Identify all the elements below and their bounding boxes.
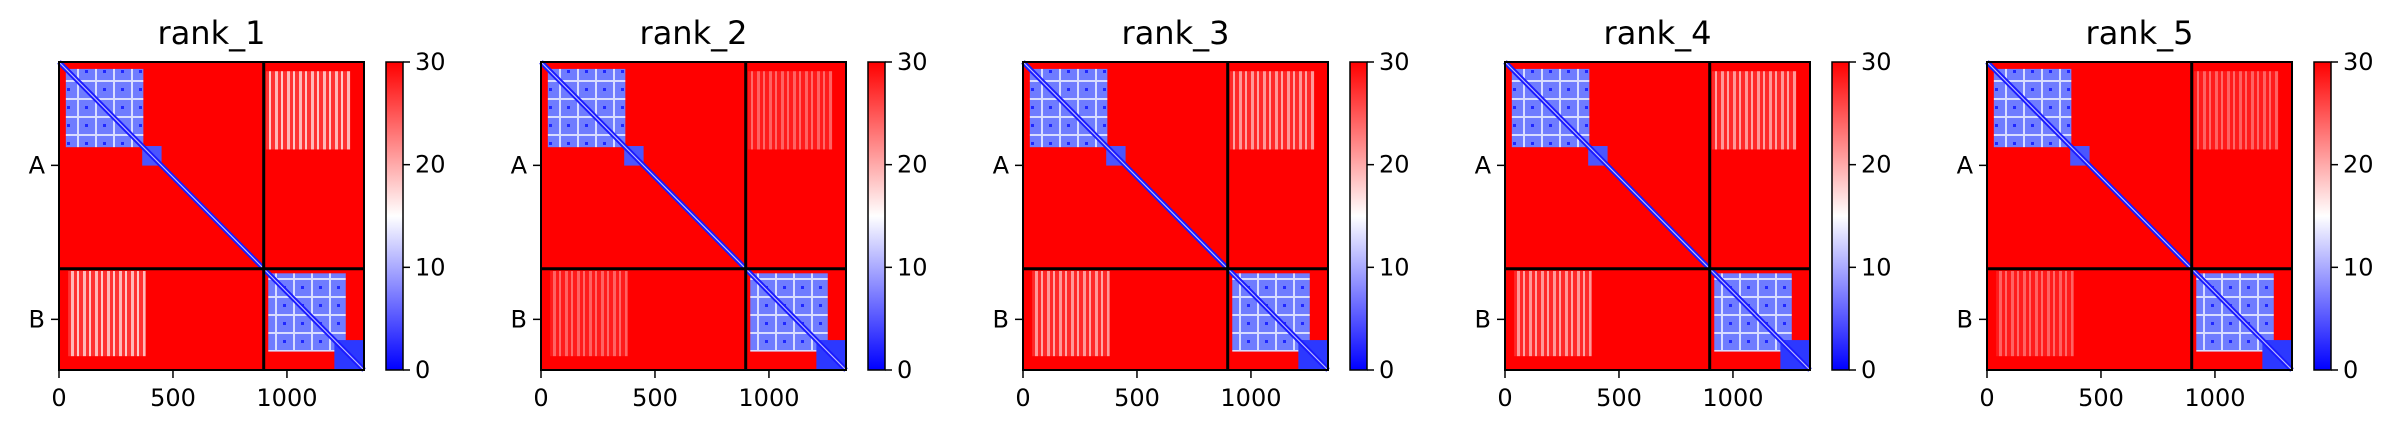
colorbar [1831, 61, 1850, 371]
x-tick-label: 1000 [256, 384, 317, 412]
x-tick-label: 500 [632, 384, 678, 412]
interchain-region-ba [550, 271, 628, 357]
x-tick-label: 0 [1497, 384, 1512, 412]
colorbar-tick-label: 10 [1379, 253, 1410, 281]
panel-rank_4: rank_4 A B 0 500 1000 0 10 20 30 [1475, 14, 1892, 412]
colorbar-tick-label: 10 [2343, 253, 2374, 281]
interchain-region-ba [1514, 271, 1592, 357]
colorbar-tick-label: 0 [415, 356, 430, 384]
x-tick-label: 500 [150, 384, 196, 412]
heatmap-matrix [1503, 60, 1812, 372]
matrix-diagonal-highlight [1022, 61, 1329, 371]
plot-frame [1022, 61, 1329, 371]
interchain-region-ab [265, 71, 351, 150]
heatmap-matrix [539, 60, 848, 372]
colorbar-tick-label: 20 [415, 151, 446, 179]
x-tick-label: 1000 [1702, 384, 1763, 412]
colorbar-tick-label: 20 [897, 151, 928, 179]
plot-frame [1504, 61, 1811, 371]
colorbar [385, 61, 404, 371]
x-tick-label: 500 [1596, 384, 1642, 412]
matrix-diagonal-highlight [1986, 61, 2293, 371]
interchain-region-ba [1032, 271, 1110, 357]
plot-frame [1986, 61, 2293, 371]
y-tick-label: B [1475, 305, 1491, 333]
colorbar-tick-label: 30 [415, 48, 446, 76]
y-tick-label: A [1957, 151, 1974, 179]
colorbar-tick-label: 0 [1379, 356, 1394, 384]
x-tick-label: 500 [2078, 384, 2124, 412]
matrix-diagonal-highlight [58, 61, 365, 371]
heatmap-matrix [1021, 60, 1330, 372]
y-tick-label: A [511, 151, 528, 179]
interchain-region-ab [2193, 71, 2279, 150]
x-tick-label: 1000 [738, 384, 799, 412]
colorbar-tick-label: 10 [415, 253, 446, 281]
panel-title: rank_5 [2086, 14, 2194, 52]
interchain-region-ba [68, 271, 146, 357]
interchain-region-ab [747, 71, 833, 150]
matrix-diagonal-highlight [1504, 61, 1811, 371]
x-tick-label: 0 [1979, 384, 1994, 412]
panel-title: rank_4 [1604, 14, 1712, 52]
colorbar-tick-label: 30 [2343, 48, 2374, 76]
panel-rank_5: rank_5 A B 0 500 1000 0 10 20 30 [1957, 14, 2374, 412]
interchain-region-ab [1711, 71, 1797, 150]
plot-frame [540, 61, 847, 371]
x-tick-label: 0 [1015, 384, 1030, 412]
x-tick-label: 0 [533, 384, 548, 412]
interchain-region-ba [1996, 271, 2074, 357]
colorbar-tick-label: 30 [1379, 48, 1410, 76]
x-tick-label: 0 [51, 384, 66, 412]
interchain-region-ab [1229, 71, 1315, 150]
y-tick-label: A [29, 151, 46, 179]
panel-rank_2: rank_2 A B 0 500 1000 0 10 20 30 [511, 14, 928, 412]
colorbar-tick-label: 20 [2343, 151, 2374, 179]
y-tick-label: B [993, 305, 1009, 333]
colorbar-tick-label: 0 [1861, 356, 1876, 384]
colorbar-tick-label: 20 [1861, 151, 1892, 179]
y-tick-label: A [1475, 151, 1492, 179]
colorbar-tick-label: 0 [897, 356, 912, 384]
colorbar [867, 61, 886, 371]
colorbar-tick-label: 10 [1861, 253, 1892, 281]
x-tick-label: 500 [1114, 384, 1160, 412]
panel-rank_1: rank_1 A B 0 500 1000 0 10 20 30 [29, 14, 446, 412]
panel-title: rank_2 [640, 14, 748, 52]
plot-frame [58, 61, 365, 371]
x-tick-label: 1000 [2184, 384, 2245, 412]
colorbar-tick-label: 0 [2343, 356, 2358, 384]
y-tick-label: B [511, 305, 527, 333]
colorbar-tick-label: 30 [897, 48, 928, 76]
x-tick-label: 1000 [1220, 384, 1281, 412]
y-tick-label: A [993, 151, 1010, 179]
y-tick-label: B [1957, 305, 1973, 333]
panel-title: rank_1 [158, 14, 266, 52]
colorbar-tick-label: 10 [897, 253, 928, 281]
matrix-diagonal-highlight [540, 61, 847, 371]
heatmap-matrix [1985, 60, 2294, 372]
panel-rank_3: rank_3 A B 0 500 1000 0 10 20 30 [993, 14, 1410, 412]
colorbar-tick-label: 30 [1861, 48, 1892, 76]
y-tick-label: B [29, 305, 45, 333]
colorbar [1349, 61, 1368, 371]
panel-title: rank_3 [1122, 14, 1230, 52]
colorbar [2313, 61, 2332, 371]
heatmap-matrix [57, 60, 366, 372]
colorbar-tick-label: 20 [1379, 151, 1410, 179]
